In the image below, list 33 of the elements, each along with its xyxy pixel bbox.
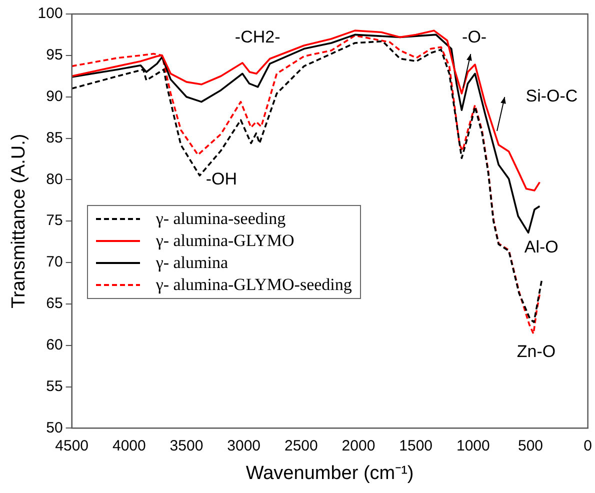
annotation: -OH: [206, 169, 238, 188]
y-tick-label: 65: [46, 295, 63, 312]
x-tick-label: 0: [584, 437, 592, 454]
x-tick-label: 3000: [227, 437, 261, 454]
y-tick-label: 95: [46, 46, 63, 64]
x-tick-label: 2500: [284, 437, 318, 454]
y-tick-label: 70: [46, 254, 63, 271]
annotation: Zn-O: [516, 342, 556, 362]
y-tick-label: 55: [46, 378, 63, 395]
x-tick-label: 500: [518, 437, 544, 454]
x-tick-label: 3500: [170, 437, 204, 454]
y-axis-title: Transmittance (A.U.): [8, 134, 30, 308]
x-tick-label: 1000: [456, 437, 490, 454]
legend-label: γ- alumina-GLYMO: [156, 230, 294, 251]
annotation: -O-: [462, 27, 487, 46]
y-tick-label: 80: [46, 170, 63, 188]
y-tick-label: 100: [38, 5, 63, 22]
x-tick-label: 4000: [112, 437, 146, 454]
x-tick-label: 2000: [342, 437, 376, 454]
x-tick-label: 1500: [399, 437, 433, 454]
y-tick-label: 60: [46, 336, 63, 354]
x-axis-title: Wavenumber (cm⁻¹): [246, 462, 414, 484]
legend-label: γ- alumina-GLYMO-seeding: [156, 274, 352, 295]
annotation: Si-O-C: [526, 86, 578, 106]
y-tick-label: 85: [46, 129, 63, 146]
legend-label: γ- alumina-seeding: [156, 208, 286, 229]
legend-label: γ- alumina: [156, 252, 228, 273]
y-tick-label: 50: [46, 419, 63, 436]
y-tick-label: 75: [46, 212, 63, 230]
annotation: Al-O: [524, 238, 558, 257]
y-tick-label: 90: [46, 88, 63, 105]
x-tick-label: 4500: [55, 437, 89, 454]
annotation: -CH2-: [234, 27, 280, 46]
